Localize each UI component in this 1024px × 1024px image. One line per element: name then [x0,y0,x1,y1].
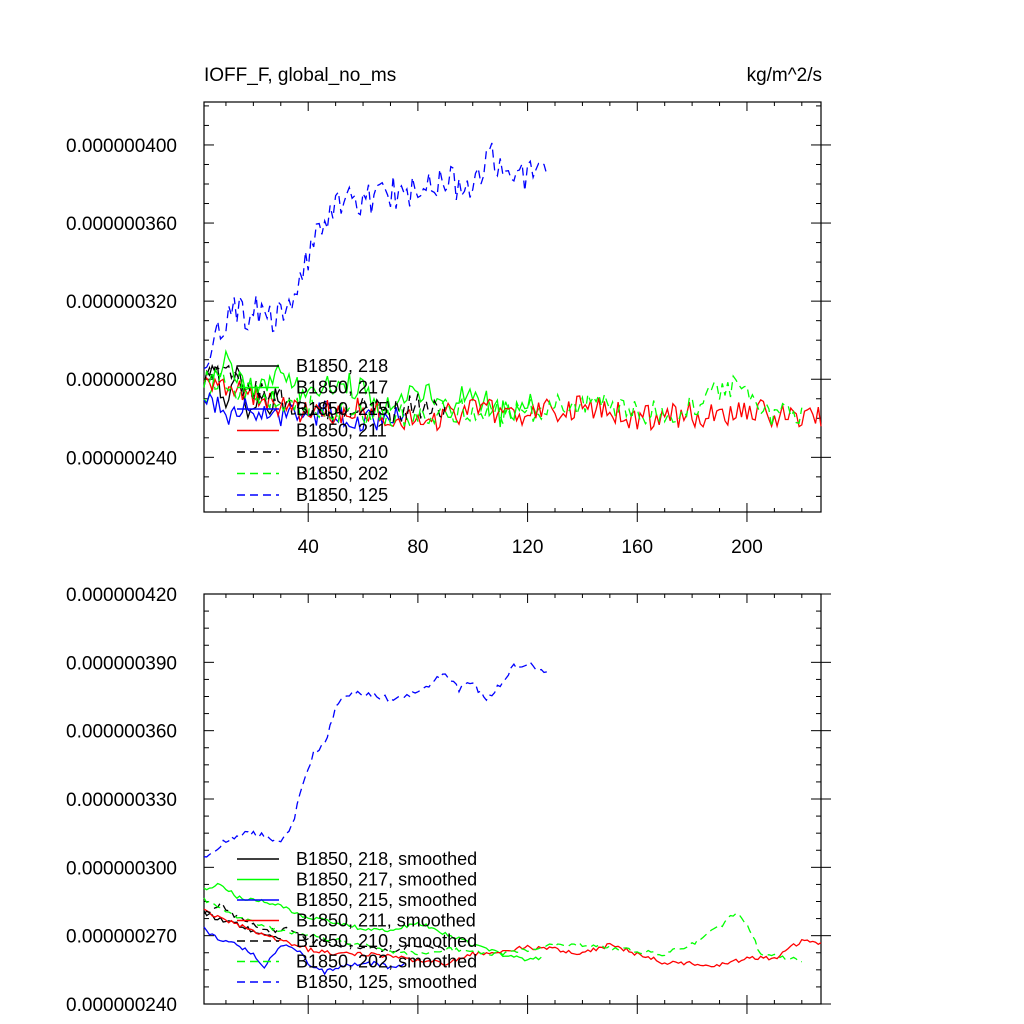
x-tick-label: 200 [731,537,763,558]
legend-label: B1850, 211, smoothed [296,911,476,931]
legend-label: B1850, 217, smoothed [296,870,477,890]
series-line [203,926,405,976]
legend-label: B1850, 217 [296,378,388,398]
bottom-axis-ticks [204,593,831,1014]
top-series-lines [203,142,822,432]
top-x-tick-labels: 40 80 120 160 200 [298,537,763,558]
legend-label: B1850, 202 [296,464,388,484]
series-line [203,897,802,963]
top-plot-frame [203,101,822,513]
top-y-tick-labels: 0.000000240 0.000000280 0.000000320 0.00000… [66,136,177,469]
bottom-y-tick-labels: 0.000000240 0.000000270 0.000000300 0.00000… [66,585,177,1016]
y-tick-label: 0.000000280 [66,370,177,391]
top-panel-title-left: IOFF_F, global_no_ms [204,65,396,86]
y-tick-label: 0.000000240 [66,995,177,1016]
legend-label: B1850, 210 [296,442,388,462]
series-line [203,142,548,370]
legend-label: B1850, 218, smoothed [296,849,477,869]
legend-label: B1850, 125, smoothed [296,972,477,992]
legend-label: B1850, 218 [296,356,388,376]
y-tick-label: 0.000000320 [66,292,177,313]
y-tick-label: 0.000000360 [66,214,177,235]
y-tick-label: 0.000000240 [66,448,177,469]
x-tick-label: 40 [298,537,319,558]
series-line [203,370,803,429]
y-tick-label: 0.000000390 [66,653,177,674]
x-tick-label: 80 [407,537,428,558]
y-tick-label: 0.000000300 [66,858,177,879]
y-tick-label: 0.000000270 [66,927,177,948]
legend-label: B1850, 215, smoothed [296,890,477,910]
y-tick-label: 0.000000360 [66,722,177,743]
x-tick-label: 160 [621,537,653,558]
legend-label: B1850, 202, smoothed [296,952,477,972]
top-panel-title-right: kg/m^2/s [747,65,822,86]
legend-label: B1850, 210, smoothed [296,931,477,951]
y-tick-label: 0.000000330 [66,790,177,811]
bottom-panel: 0.000000240 0.000000270 0.000000300 0.00000… [66,585,831,1016]
x-tick-label: 120 [512,537,544,558]
top-panel: IOFF_F, global_no_ms kg/m^2/s 40 80 120 160… [66,65,831,558]
legend-label: B1850, 211 [296,421,387,441]
series-line [203,349,542,428]
y-tick-label: 0.000000400 [66,136,177,157]
legend-label: B1850, 215 [296,399,388,419]
series-line [203,376,822,432]
y-tick-label: 0.000000420 [66,585,177,606]
legend-label: B1850, 125 [296,485,388,505]
top-axis-ticks [204,102,831,522]
series-line [203,661,547,858]
